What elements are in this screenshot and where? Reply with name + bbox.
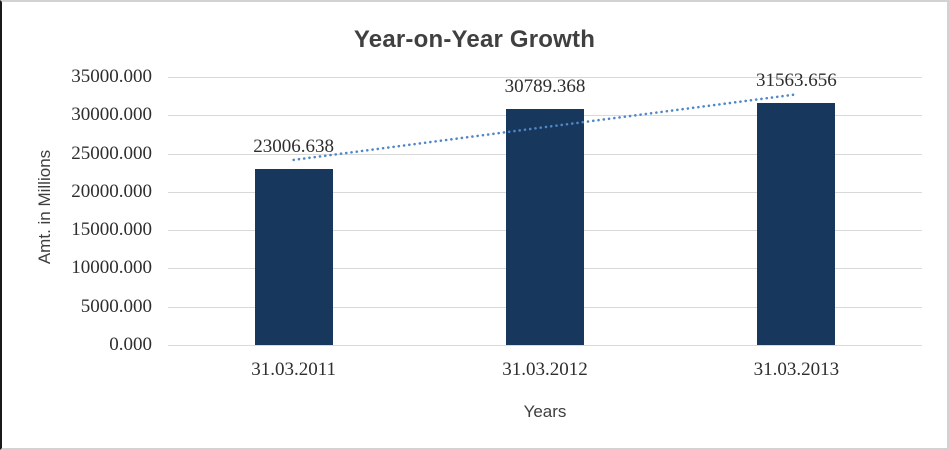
bar-data-label: 30789.368 bbox=[504, 76, 586, 98]
x-tick-label: 31.03.2011 bbox=[251, 359, 337, 380]
bar-data-label: 31563.656 bbox=[755, 70, 837, 92]
x-tick-label: 31.03.2013 bbox=[753, 359, 840, 380]
bar-31.03.2011 bbox=[254, 168, 333, 345]
bar-31.03.2013 bbox=[757, 103, 836, 345]
y-tick-label: 20000.000 bbox=[71, 180, 152, 202]
y-tick-label: 30000.000 bbox=[71, 104, 152, 126]
y-tick-label: 25000.000 bbox=[71, 142, 152, 164]
y-tick-label: 35000.000 bbox=[71, 66, 152, 87]
bar-31.03.2012 bbox=[506, 109, 584, 345]
gridline bbox=[168, 77, 922, 78]
x-tick-label: 31.03.2012 bbox=[502, 359, 588, 380]
gridline bbox=[168, 345, 922, 346]
y-tick-label: 10000.000 bbox=[71, 257, 152, 279]
x-axis-title: Years bbox=[523, 402, 567, 421]
y-tick-label: 15000.000 bbox=[71, 219, 152, 241]
bar-data-label: 23006.638 bbox=[253, 135, 335, 157]
chart-title: Year-on-Year Growth bbox=[353, 26, 596, 53]
y-tick-label: 0.000 bbox=[109, 334, 152, 355]
y-tick-label: 5000.000 bbox=[80, 295, 152, 317]
